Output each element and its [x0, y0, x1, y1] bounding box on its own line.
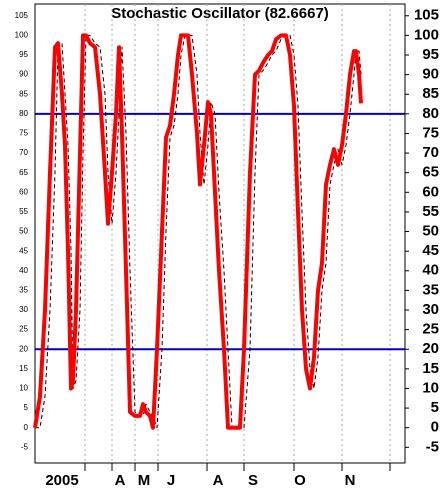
y-tick-label: 15	[19, 364, 28, 373]
y-tick-label: 70	[19, 148, 28, 157]
y-tick-label: 95	[422, 46, 439, 63]
y-tick-label: 85	[19, 89, 28, 98]
x-tick-label: A	[213, 472, 224, 489]
y-tick-label: 25	[422, 321, 439, 338]
y-tick-label: 15	[422, 360, 439, 377]
y-tick-label: 75	[19, 129, 28, 138]
y-tick-label: 85	[422, 85, 439, 102]
y-tick-label: 10	[19, 384, 28, 393]
plot-frame	[34, 3, 406, 464]
y-tick-label: 40	[422, 262, 439, 279]
y-tick-label: 105	[15, 11, 29, 20]
x-tick-label: A	[115, 472, 126, 489]
y-tick-label: 60	[422, 183, 439, 200]
y-tick-label: 40	[19, 266, 28, 275]
series-line	[33, 33, 363, 430]
y-tick-label: 10	[422, 379, 439, 396]
x-tick-label: S	[248, 472, 258, 489]
y-tick-label: 75	[422, 124, 439, 141]
y-tick-label: 5	[24, 403, 29, 412]
y-tick-label: -5	[426, 438, 439, 455]
y-tick-label: 105	[414, 7, 439, 24]
y-tick-label: 65	[422, 164, 439, 181]
y-tick-label: 100	[15, 30, 29, 39]
y-tick-label: 50	[19, 227, 28, 236]
x-tick-label: N	[345, 472, 356, 489]
y-tick-label: 80	[19, 109, 28, 118]
y-tick-label: 65	[19, 168, 28, 177]
y-tick-label: 45	[19, 246, 28, 255]
y-tick-label: 20	[422, 340, 439, 357]
x-tick-label: M	[138, 472, 151, 489]
y-tick-label: 95	[19, 50, 28, 59]
y-tick-label: 80	[422, 105, 439, 122]
y-tick-label: 50	[422, 223, 439, 240]
y-tick-label: -5	[21, 442, 29, 451]
y-tick-label: 0	[431, 419, 439, 436]
y-tick-label: 25	[19, 325, 28, 334]
x-tick-label: 2005	[45, 472, 78, 489]
y-tick-label: 90	[19, 70, 28, 79]
chart-title: Stochastic Oscillator (82.6667)	[111, 5, 329, 22]
y-tick-label: 70	[422, 144, 439, 161]
y-tick-label: 55	[422, 203, 439, 220]
y-tick-label: 35	[422, 281, 439, 298]
y-tick-label: 0	[24, 423, 29, 432]
y-tick-label: 5	[431, 399, 439, 416]
y-tick-label: 35	[19, 285, 28, 294]
y-tick-label: 45	[422, 242, 439, 259]
y-tick-label: 100	[414, 26, 439, 43]
y-tick-label: 55	[19, 207, 28, 216]
x-tick-label: O	[294, 472, 306, 489]
y-tick-label: 20	[19, 344, 28, 353]
x-tick-label: J	[167, 472, 175, 489]
y-tick-label: 30	[19, 305, 28, 314]
y-tick-label: 30	[422, 301, 439, 318]
y-tick-label: 60	[19, 187, 28, 196]
y-tick-label: 90	[422, 66, 439, 83]
